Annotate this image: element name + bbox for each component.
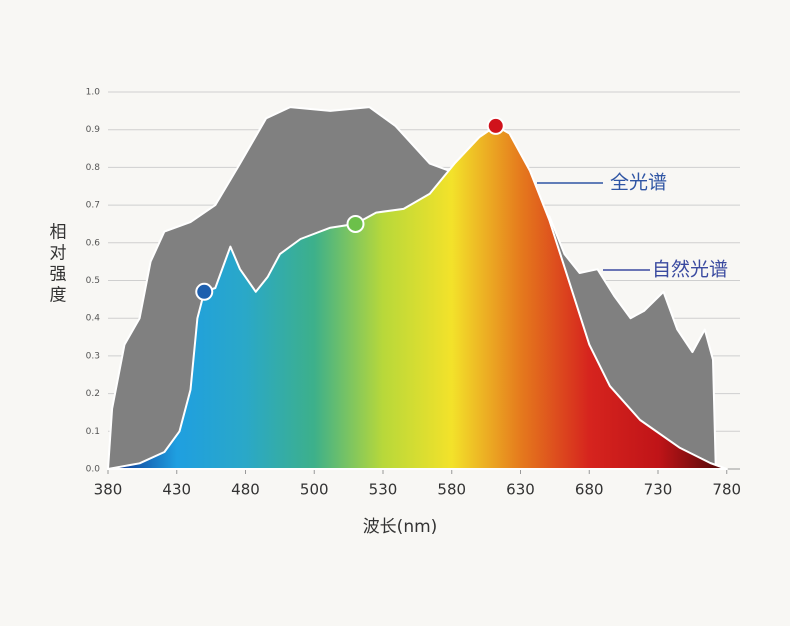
x-tick-label: 630 — [506, 481, 535, 499]
x-tick-label: 530 — [369, 481, 398, 499]
y-tick-label: 0.6 — [86, 238, 101, 248]
y-tick-label: 0.4 — [86, 314, 101, 324]
legend-label: 全光谱 — [610, 172, 667, 194]
x-tick-label: 580 — [437, 481, 466, 499]
area — [107, 124, 728, 470]
y-tick-label: 0.2 — [86, 389, 100, 399]
y-axis-title: 相对强度 — [50, 223, 67, 306]
highlight-dot — [346, 214, 365, 233]
x-tick-label: 780 — [712, 481, 741, 499]
y-tick-label: 0.9 — [86, 125, 101, 135]
x-tick-label: 480 — [231, 481, 260, 499]
y-tick-label: 0.0 — [86, 465, 101, 475]
x-tick-label: 380 — [94, 481, 123, 499]
y-tick-label: 0.1 — [86, 427, 100, 437]
x-tick-label: 680 — [575, 481, 604, 499]
highlight-dot — [195, 282, 214, 301]
y-tick-label: 1.0 — [86, 88, 101, 98]
x-tick-label: 730 — [644, 481, 673, 499]
x-axis-title: 波长(nm) — [363, 517, 438, 537]
y-tick-label: 0.5 — [86, 276, 100, 286]
legend-label: 自然光谱 — [652, 259, 728, 281]
x-tick-label: 500 — [300, 481, 329, 499]
highlight-dot — [486, 116, 505, 135]
x-tick-label: 430 — [162, 481, 191, 499]
y-tick-label: 0.7 — [86, 201, 100, 211]
y-tick-label: 0.3 — [86, 351, 100, 361]
y-tick-label: 0.8 — [86, 163, 101, 173]
